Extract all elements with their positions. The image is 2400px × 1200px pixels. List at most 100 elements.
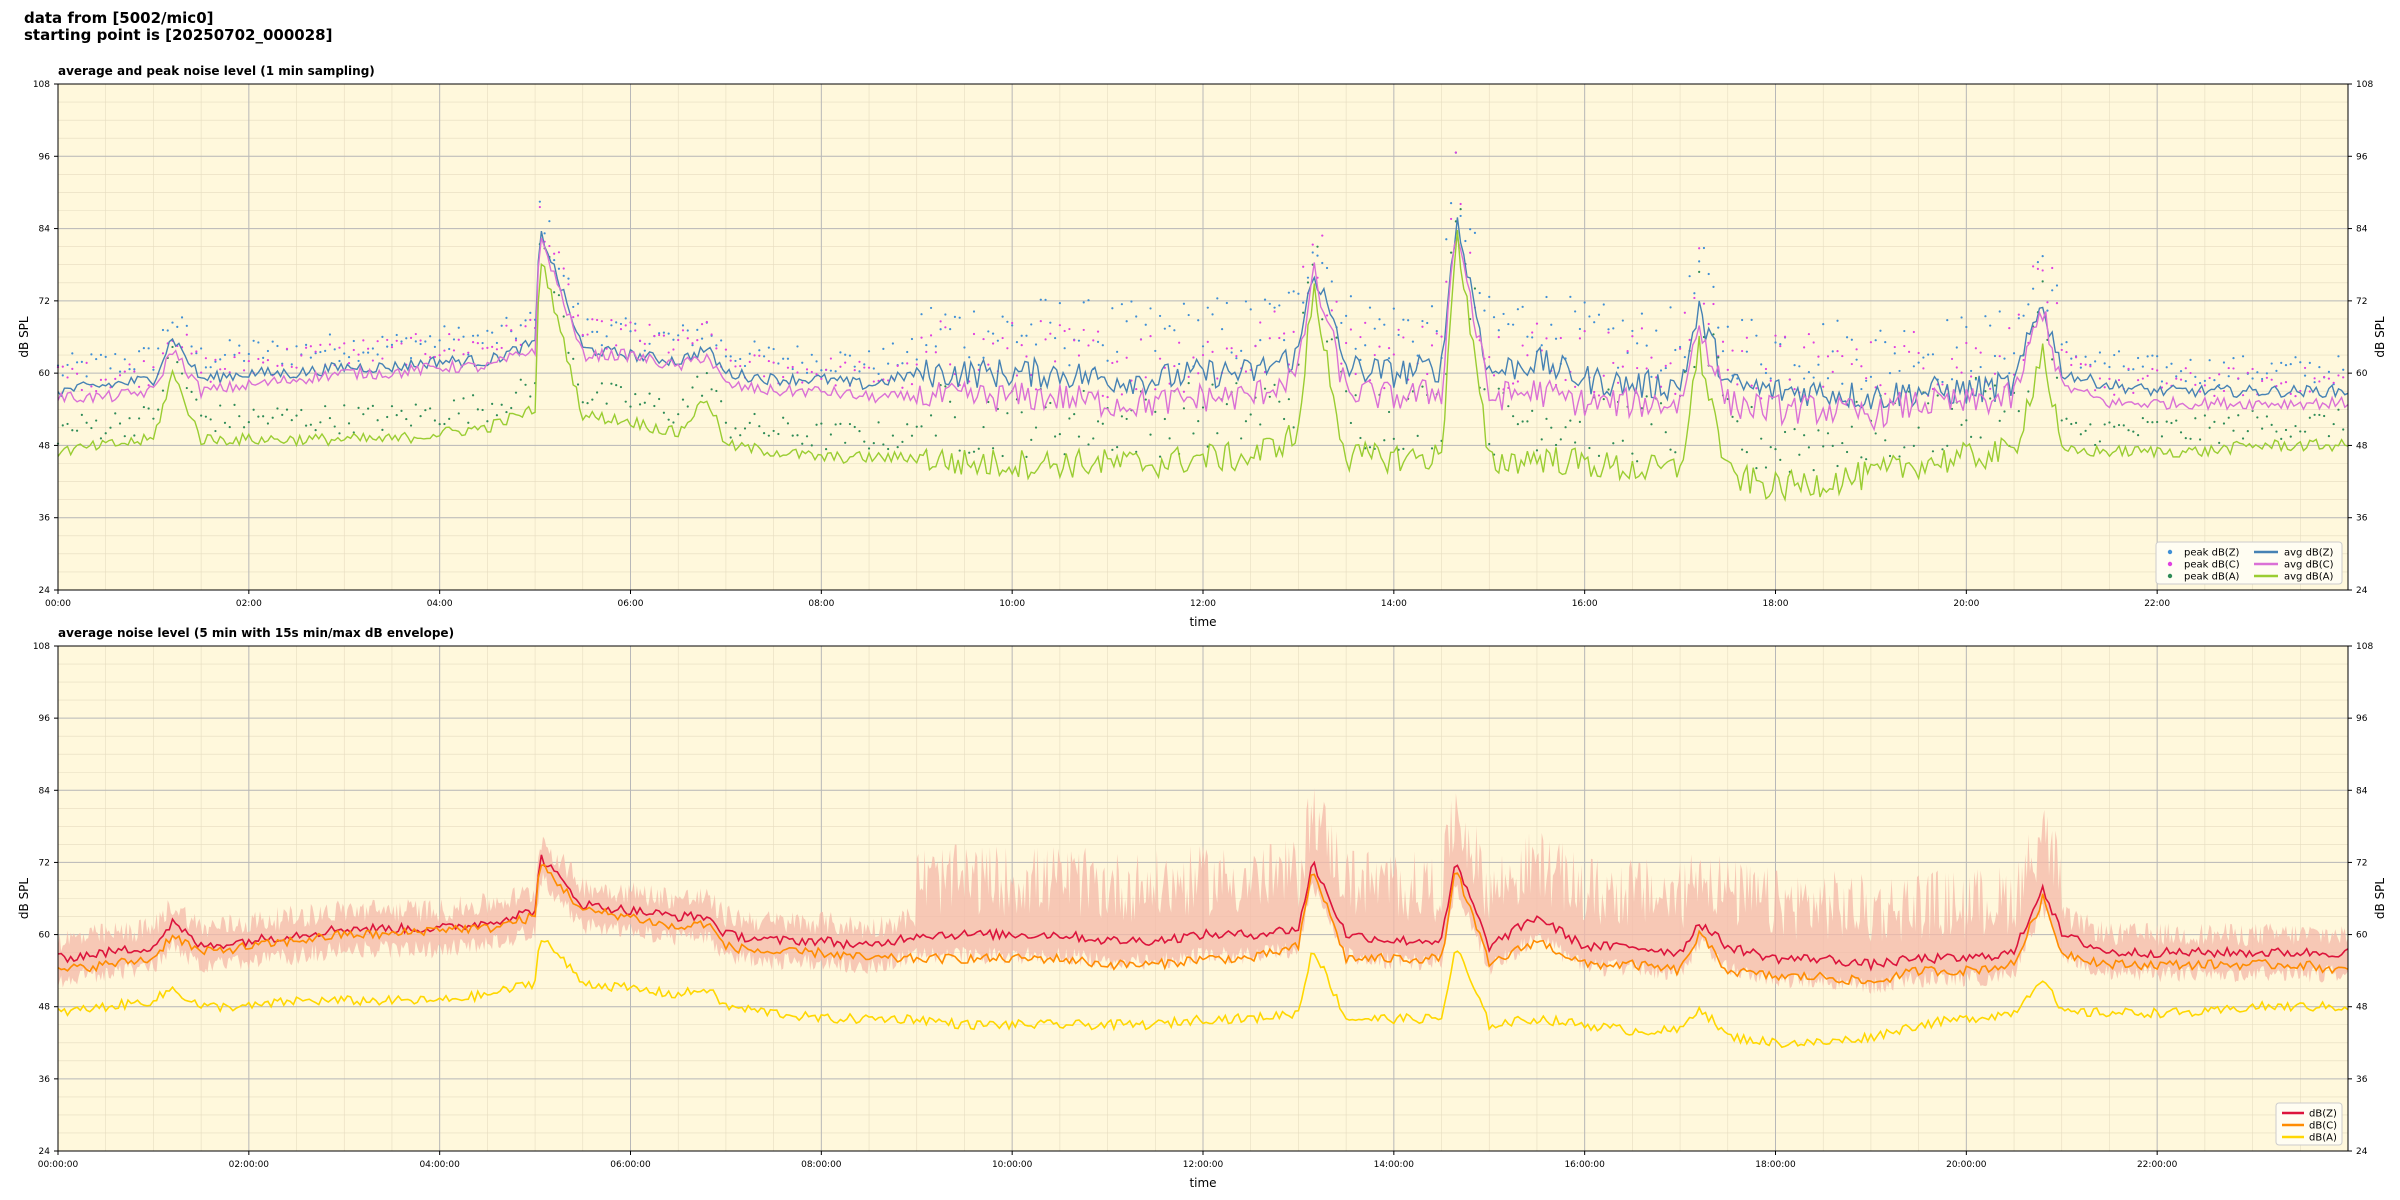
- peak-point: [700, 323, 704, 326]
- peak-point: [567, 351, 570, 354]
- peak-point: [309, 356, 312, 359]
- peak-point: [1817, 363, 1820, 366]
- peak-point: [1812, 376, 1815, 379]
- peak-point: [1970, 435, 1973, 438]
- peak-point: [619, 328, 623, 331]
- peak-point: [319, 421, 322, 424]
- peak-point: [1368, 446, 1372, 449]
- peak-point: [1583, 301, 1586, 304]
- peak-point: [844, 353, 847, 356]
- peak-point: [1860, 365, 1863, 368]
- peak-point: [443, 349, 446, 352]
- peak-point: [1507, 405, 1510, 408]
- peak-point: [376, 419, 379, 422]
- peak-point: [1993, 384, 1997, 387]
- peak-point: [2060, 348, 2063, 352]
- peak-point: [2323, 414, 2326, 418]
- peak-point: [2132, 368, 2135, 371]
- peak-point: [815, 423, 818, 426]
- peak-point: [1287, 398, 1290, 401]
- peak-point: [1034, 426, 1038, 429]
- peak-point: [1034, 343, 1038, 346]
- peak-point: [658, 397, 661, 401]
- peak-point: [1364, 344, 1367, 347]
- peak-point: [219, 404, 222, 407]
- peak-point: [929, 306, 933, 310]
- x-tick-label: 02:00:00: [229, 1160, 270, 1170]
- peak-point: [724, 355, 728, 358]
- peak-point: [347, 355, 351, 359]
- legend: peak dB(Z) avg dB(Z) peak dB(C) avg dB(C) pe…: [2155, 541, 2343, 585]
- peak-point: [2108, 377, 2111, 380]
- peak-point: [1702, 302, 1706, 305]
- peak-point: [858, 370, 861, 373]
- peak-point: [1068, 417, 1071, 420]
- peak-point: [1984, 390, 1987, 393]
- peak-point: [1836, 350, 1839, 353]
- peak-point: [200, 371, 203, 374]
- peak-point: [338, 432, 341, 435]
- peak-point: [1597, 454, 1601, 457]
- peak-point: [1278, 304, 1281, 307]
- peak-point: [1893, 345, 1896, 349]
- peak-point: [1349, 421, 1352, 425]
- peak-point: [429, 356, 432, 359]
- peak-point: [600, 320, 603, 323]
- peak-point: [1058, 324, 1061, 327]
- peak-point: [1178, 362, 1181, 366]
- peak-point: [972, 310, 976, 313]
- y-tick-label: 60: [39, 931, 51, 941]
- peak-point: [1459, 208, 1462, 211]
- peak-point: [414, 340, 417, 343]
- peak-point: [1736, 383, 1739, 386]
- peak-point: [1717, 326, 1720, 329]
- peak-point: [1578, 337, 1581, 340]
- peak-point: [1907, 350, 1911, 353]
- peak-point: [448, 417, 451, 421]
- peak-point: [457, 412, 460, 415]
- peak-point: [1764, 367, 1768, 371]
- peak-point: [576, 302, 580, 305]
- peak-point: [1698, 270, 1701, 273]
- peak-point: [2027, 390, 2030, 393]
- peak-point: [1970, 375, 1973, 378]
- peak-point: [887, 379, 890, 382]
- peak-point: [2151, 421, 2154, 424]
- peak-point: [2313, 381, 2316, 384]
- peak-point: [343, 352, 346, 355]
- peak-point: [247, 359, 250, 363]
- peak-point: [486, 329, 489, 332]
- peak-point: [185, 386, 188, 390]
- peak-point: [233, 403, 236, 407]
- peak-point: [1755, 334, 1758, 337]
- peak-point: [1349, 328, 1352, 331]
- peak-point: [805, 435, 809, 438]
- peak-point: [2055, 284, 2059, 287]
- peak-point: [2136, 433, 2140, 437]
- peak-point: [910, 337, 914, 341]
- peak-point: [1163, 417, 1166, 421]
- peak-point: [1764, 466, 1768, 469]
- peak-point: [1249, 413, 1252, 416]
- peak-point: [200, 347, 203, 350]
- peak-point: [2079, 433, 2082, 436]
- y-axis-label-right: dB SPL: [2373, 316, 2387, 358]
- peak-point: [1793, 428, 1796, 431]
- peak-point: [71, 352, 74, 355]
- peak-point: [328, 416, 332, 420]
- peak-point: [591, 330, 594, 334]
- peak-point: [1535, 449, 1539, 452]
- peak-point: [1636, 460, 1639, 463]
- peak-point: [1664, 431, 1667, 434]
- peak-point: [1063, 453, 1066, 456]
- peak-point: [624, 324, 627, 327]
- peak-point: [1421, 385, 1424, 388]
- peak-point: [2251, 367, 2254, 371]
- peak-point: [142, 359, 145, 363]
- peak-point: [347, 422, 351, 425]
- peak-point: [409, 424, 413, 427]
- peak-point: [734, 365, 737, 368]
- peak-point: [491, 331, 494, 334]
- y-tick-label: 36: [39, 514, 51, 524]
- peak-point: [1693, 292, 1696, 295]
